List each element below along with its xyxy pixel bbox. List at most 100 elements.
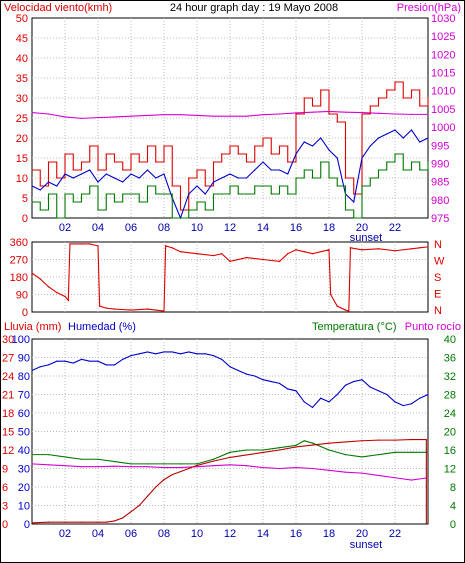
climate-series-2-point [130, 466, 132, 468]
wind-series-3-point [122, 193, 124, 195]
wind-series-2-point [122, 181, 124, 183]
wind-series-0-point [64, 116, 66, 118]
wind-series-0-point [245, 115, 248, 117]
wind-y-tick: 0 [22, 213, 28, 225]
pressure-y-tick: 1020 [431, 49, 455, 61]
wind-direction-point [171, 247, 173, 249]
climate-series-3-point [47, 521, 50, 523]
wind-series-0-point [31, 111, 33, 114]
climate-series-0-point [122, 358, 124, 360]
climate-series-2-point [410, 479, 413, 481]
wind-series-0-point [146, 114, 149, 117]
wind-series-3-point [64, 193, 66, 195]
climate-series-0-point [196, 353, 198, 355]
wind-direction-point [212, 254, 215, 257]
climate-series-0-point [320, 397, 322, 399]
wind-series-2-point [163, 173, 165, 175]
climate-series-1-point [130, 463, 132, 465]
climate-series-0-point [311, 406, 314, 409]
temp-y-tick: 16 [444, 445, 456, 457]
climate-series-2-point [245, 465, 248, 467]
wind-series-1-point [89, 145, 91, 147]
climate-series-3-point [179, 470, 182, 473]
wind-series-3-point [188, 209, 190, 211]
temp-y-tick: 32 [444, 371, 456, 383]
wind-series-3-point [229, 185, 231, 187]
climate-series-0-point [31, 369, 33, 372]
climate-series-1-point [361, 456, 363, 458]
climate-series-2-point [427, 477, 429, 479]
wind-direction-point [348, 310, 350, 312]
compass-label: S [434, 272, 441, 284]
climate-series-0-point [47, 364, 50, 366]
climate-series-0-point [72, 362, 74, 364]
direction-y-tick: 180 [10, 272, 28, 284]
wind-series-2-point [97, 181, 99, 183]
climate-series-0-point [262, 379, 264, 381]
climate-series-0-point [402, 405, 404, 407]
wind-series-0-point [163, 114, 165, 116]
wind-chart-x-tick: 20 [356, 222, 368, 234]
wind-series-2-point [113, 177, 116, 179]
wind-chart-x-tick: 08 [158, 222, 170, 234]
climate-series-0-point [64, 360, 66, 362]
wind-series-2-point [64, 173, 66, 175]
wind-series-1-point [105, 153, 107, 155]
climate-series-0-point [179, 353, 182, 355]
wind-series-1-point [171, 185, 173, 187]
climate-series-2-point [311, 467, 314, 470]
climate-series-0-point [97, 360, 99, 362]
wind-series-2-point [196, 185, 198, 187]
wind-series-3-point [130, 193, 132, 195]
climate-series-3-point [311, 444, 314, 446]
climate-series-3-point [361, 440, 363, 442]
humidity-y-tick: 30 [18, 464, 30, 476]
wind-series-1-point [138, 161, 140, 163]
wind-series-1-point [254, 145, 256, 147]
wind-series-1-point [377, 97, 380, 99]
wind-series-3-point [427, 161, 429, 163]
humidity-y-tick: 60 [18, 408, 30, 420]
pressure-y-tick: 975 [431, 213, 449, 225]
wind-series-1-point [56, 177, 58, 179]
wind-direction-point [262, 258, 264, 261]
wind-series-0-point [97, 117, 99, 119]
wind-series-0-point [377, 112, 380, 114]
climate-chart-x-tick: 18 [323, 528, 335, 540]
climate-series-3-point [410, 438, 413, 441]
wind-series-3-point [353, 217, 355, 219]
climate-series-3-point [97, 521, 99, 523]
climate-series-3-point [146, 495, 149, 497]
wind-direction-point [311, 252, 314, 255]
wind-series-1-point [237, 153, 239, 155]
rain-y-tick: 21 [2, 390, 14, 402]
climate-series-0-point [361, 379, 363, 381]
climate-series-1-point [278, 447, 281, 449]
pressure-y-tick: 1000 [431, 122, 455, 134]
wind-series-2-point [72, 177, 74, 179]
humidity-axis-label: Humedad (%) [68, 321, 136, 333]
wind-y-tick: 15 [16, 153, 28, 165]
wind-series-1-point [295, 113, 297, 115]
climate-series-1-point [146, 463, 149, 465]
wind-chart-x-tick: 10 [191, 222, 203, 234]
wind-direction-point [349, 247, 352, 249]
climate-chart-x-tick: 10 [191, 528, 203, 540]
climate-series-1-point [47, 454, 50, 456]
climate-series-1-point [311, 442, 314, 444]
wind-series-1-point [188, 177, 190, 179]
wind-series-1-point [419, 105, 421, 107]
wind-y-tick: 30 [16, 93, 28, 105]
climate-series-0-point [39, 366, 41, 368]
wind-series-2-point [402, 137, 404, 139]
climate-series-2-point [229, 464, 231, 466]
sunset-label-bottom: sunset [350, 539, 382, 551]
direction-y-tick: 360 [10, 237, 28, 249]
wind-series-1-point [262, 137, 264, 139]
climate-series-0-point [245, 373, 248, 375]
wind-series-1-point [311, 105, 314, 107]
wind-direction-point [245, 256, 248, 259]
climate-series-0-point [171, 351, 173, 353]
climate-series-0-point [204, 353, 206, 355]
wind-direction-point [80, 243, 83, 245]
